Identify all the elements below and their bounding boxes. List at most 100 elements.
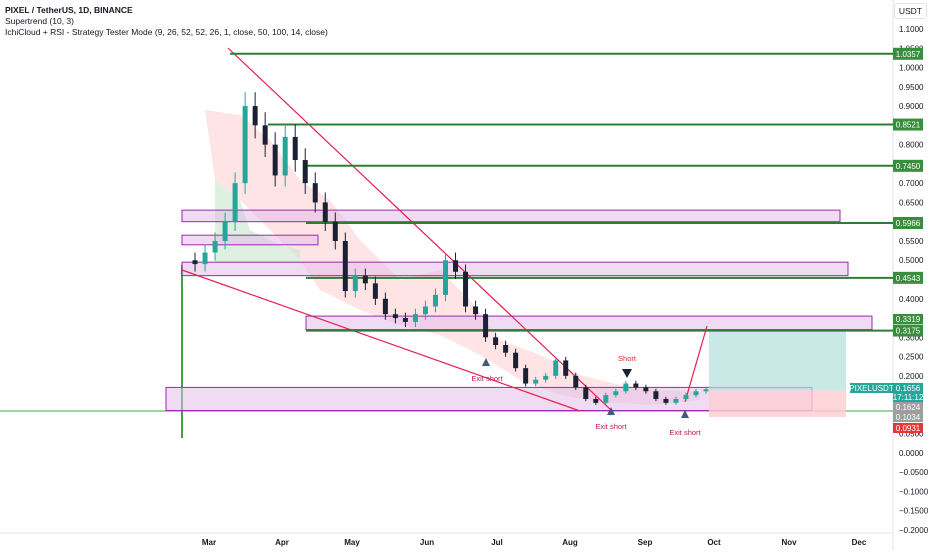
x-tick-label: May bbox=[344, 538, 360, 547]
candle-body bbox=[523, 368, 529, 384]
candle-body bbox=[332, 221, 338, 241]
price-label: 0.0931 bbox=[896, 424, 921, 433]
price-label: 0.1624 bbox=[896, 403, 921, 412]
currency-button[interactable]: USDT bbox=[893, 3, 927, 19]
y-tick-label: 0.0000 bbox=[899, 449, 924, 458]
price-label-box bbox=[893, 314, 923, 324]
short-marker bbox=[622, 369, 632, 378]
candle-body bbox=[192, 260, 198, 265]
x-tick-label: Jun bbox=[420, 538, 434, 547]
price-label: 0.1034 bbox=[896, 413, 921, 422]
y-tick-label: 0.0500 bbox=[899, 430, 924, 439]
signal-annotation: Exit short bbox=[669, 428, 701, 437]
level-badge-label: 0.7450 bbox=[896, 162, 921, 171]
candle-body bbox=[453, 260, 459, 272]
candle-body bbox=[483, 314, 489, 338]
candle-body bbox=[623, 383, 629, 392]
candle-body bbox=[493, 337, 499, 346]
trend-line bbox=[181, 269, 581, 412]
price-label-box bbox=[893, 423, 923, 433]
y-tick-label: 0.9000 bbox=[899, 102, 924, 111]
supply-demand-zone bbox=[181, 234, 319, 246]
y-tick-label: 0.4000 bbox=[899, 295, 924, 304]
y-tick-label: 0.5000 bbox=[899, 256, 924, 265]
signal-annotation: Exit short bbox=[471, 374, 503, 383]
y-tick-label: 0.6500 bbox=[899, 198, 924, 207]
y-tick-label: −0.2000 bbox=[899, 526, 929, 535]
price-label-box bbox=[850, 383, 893, 393]
candle-body bbox=[633, 383, 639, 388]
candle-body bbox=[543, 375, 549, 380]
candle-body bbox=[242, 106, 248, 184]
y-tick-label: 0.5500 bbox=[899, 237, 924, 246]
x-tick-label: Nov bbox=[781, 538, 797, 547]
candle-body bbox=[392, 314, 398, 319]
candle-body bbox=[513, 352, 519, 369]
stop-zone bbox=[709, 390, 846, 418]
candle-body bbox=[352, 275, 358, 292]
price-label: 0.1656 bbox=[896, 384, 921, 393]
candle-body bbox=[643, 387, 649, 392]
trend-line bbox=[684, 325, 708, 403]
price-label: 17:11:12 bbox=[893, 393, 924, 402]
ichimoku-cloud bbox=[205, 110, 700, 405]
candle-body bbox=[222, 221, 228, 241]
level-badge-label: 0.3175 bbox=[896, 327, 921, 336]
candle-body bbox=[683, 395, 689, 399]
price-label: 0.3319 bbox=[896, 315, 921, 324]
candle-body bbox=[563, 360, 569, 376]
supply-demand-zone bbox=[181, 209, 841, 223]
candle-body bbox=[272, 144, 278, 176]
candle-body bbox=[372, 283, 378, 299]
y-tick-label: 0.3000 bbox=[899, 333, 924, 342]
indicator-supertrend[interactable]: Supertrend (10, 3) bbox=[5, 16, 74, 26]
y-tick-label: 0.2500 bbox=[899, 353, 924, 362]
candle-body bbox=[252, 106, 258, 126]
level-badge-label: 0.5966 bbox=[896, 219, 921, 228]
x-tick-label: Mar bbox=[202, 538, 216, 547]
candle-body bbox=[422, 306, 428, 315]
exit-short-marker bbox=[482, 358, 490, 366]
candle-body bbox=[212, 240, 218, 253]
level-badge bbox=[893, 47, 923, 60]
symbol-title[interactable]: PIXEL / TetherUS, 1D, BINANCE bbox=[5, 5, 133, 15]
level-badge bbox=[893, 118, 923, 131]
y-tick-label: 0.7000 bbox=[899, 179, 924, 188]
level-badge-label: 0.4543 bbox=[896, 274, 921, 283]
level-badge bbox=[893, 271, 923, 284]
chart-legend: PIXEL / TetherUS, 1D, BINANCE Supertrend… bbox=[5, 5, 328, 38]
candle-body bbox=[312, 183, 318, 203]
candle-body bbox=[292, 136, 298, 161]
x-tick-label: Dec bbox=[852, 538, 867, 547]
level-badge-label: 0.8521 bbox=[896, 121, 921, 130]
price-label: PIXELUSDT bbox=[849, 384, 894, 393]
y-tick-label: 0.8000 bbox=[899, 141, 924, 150]
candle-body bbox=[533, 379, 539, 384]
price-label-box bbox=[893, 402, 923, 412]
candle-body bbox=[673, 398, 679, 403]
candle-body bbox=[463, 271, 469, 307]
candle-body bbox=[583, 387, 589, 399]
level-badge bbox=[893, 217, 923, 230]
supply-demand-zone bbox=[181, 261, 849, 277]
candle-body bbox=[573, 375, 579, 388]
candle-body bbox=[302, 160, 308, 184]
candle-body bbox=[603, 395, 609, 403]
candle-body bbox=[553, 360, 559, 376]
y-tick-label: 1.0000 bbox=[899, 64, 924, 73]
trend-line bbox=[227, 47, 613, 412]
y-tick-label: 0.2000 bbox=[899, 372, 924, 381]
target-zone bbox=[709, 330, 846, 391]
candle-body bbox=[322, 202, 328, 222]
indicator-ichicloud[interactable]: IchiCloud + RSI - Strategy Tester Mode (… bbox=[5, 27, 328, 37]
x-tick-label: Aug bbox=[562, 538, 578, 547]
price-label-box bbox=[893, 412, 923, 422]
price-label-box bbox=[893, 383, 923, 393]
price-label-box bbox=[893, 392, 923, 402]
candle-body bbox=[412, 314, 418, 322]
candle-body bbox=[443, 260, 448, 295]
candle-body bbox=[653, 391, 659, 399]
exit-short-marker bbox=[607, 407, 615, 415]
